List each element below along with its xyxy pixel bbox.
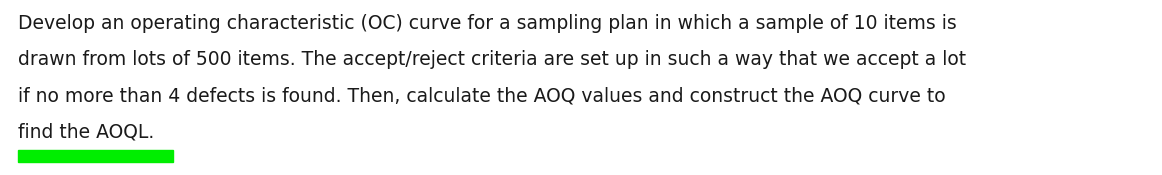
Bar <box>17 150 173 162</box>
Text: find the AOQL.: find the AOQL. <box>17 122 155 141</box>
Text: Develop an operating characteristic (OC) curve for a sampling plan in which a sa: Develop an operating characteristic (OC)… <box>17 14 956 33</box>
Text: if no more than 4 defects is found. Then, calculate the AOQ values and construct: if no more than 4 defects is found. Then… <box>17 86 946 105</box>
Text: drawn from lots of 500 items. The accept/reject criteria are set up in such a wa: drawn from lots of 500 items. The accept… <box>17 50 966 69</box>
